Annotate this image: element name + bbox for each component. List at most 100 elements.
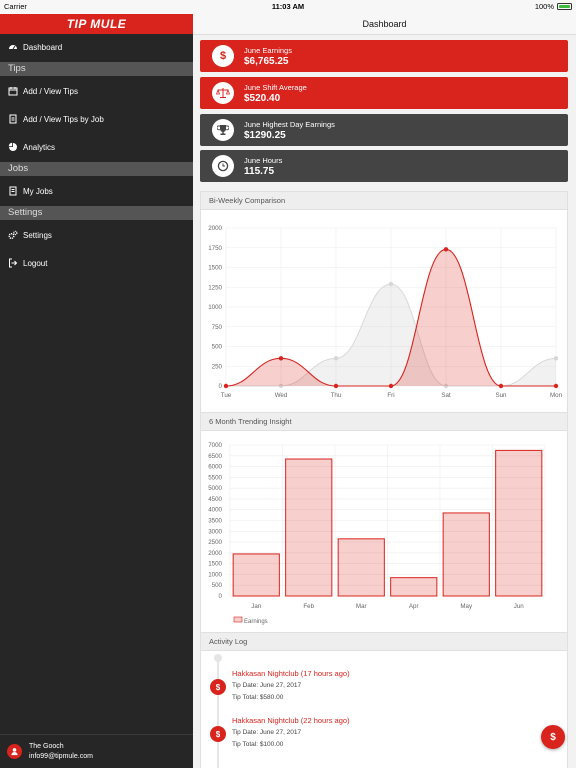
y-tick-label: 2000 — [208, 225, 222, 232]
data-point — [278, 356, 284, 361]
stat-value: 115.75 — [244, 165, 275, 177]
user-profile[interactable]: The Gooch info99@tipmule.com — [0, 734, 193, 768]
stat-label: June Hours — [244, 155, 283, 165]
sidebar-item-settings[interactable]: Settings — [0, 224, 193, 246]
activity-date: Tip Date: June 27, 2017 — [232, 682, 302, 689]
battery-icon — [557, 3, 572, 10]
x-tick-label: Jun — [514, 603, 525, 610]
sidebar-item-label: Logout — [23, 258, 48, 268]
activity-total: Tip Total: $580.00 — [232, 694, 284, 701]
sidebar-item-label: Dashboard — [23, 42, 63, 52]
activity-log-panel: Activity Log $ Hakkasan Nightclub (17 ho… — [200, 632, 568, 768]
data-point — [553, 356, 559, 361]
panel-title: 6 Month Trending Insight — [201, 413, 567, 431]
y-tick-label: 1250 — [208, 284, 222, 291]
avatar — [7, 744, 22, 759]
sidebar-item-label: Add / View Tips by Job — [23, 114, 104, 124]
y-tick-label: 750 — [212, 324, 223, 331]
stat-value: $6,765.25 — [244, 55, 289, 67]
stat-card-highest-day[interactable]: June Highest Day Earnings $1290.25 — [200, 114, 568, 146]
x-tick-label: Mon — [550, 392, 563, 399]
sidebar: TIP MULE Dashboard Tips Add / View Tips … — [0, 14, 193, 768]
bar — [232, 553, 280, 597]
y-tick-label: 4000 — [208, 507, 222, 514]
scale-icon — [212, 82, 234, 104]
dollar-icon: $ — [210, 679, 226, 695]
data-point — [278, 383, 284, 389]
data-point — [333, 383, 339, 389]
user-name: The Gooch — [29, 743, 64, 750]
data-point — [498, 383, 504, 389]
sidebar-item-dashboard[interactable]: Dashboard — [0, 36, 193, 58]
dashboard-icon — [8, 42, 18, 52]
user-icon — [11, 748, 18, 756]
bar — [442, 512, 490, 597]
dollar-icon: $ — [212, 45, 234, 67]
battery-percent: 100% — [534, 2, 554, 11]
carrier-label: Carrier — [4, 2, 27, 11]
activity-item[interactable]: $ Hakkasan Nightclub (17 hours ago) Tip … — [201, 669, 561, 714]
sidebar-item-my-jobs[interactable]: My Jobs — [0, 180, 193, 202]
status-bar: Carrier 11:03 AM 100% — [0, 0, 576, 14]
brand-logo: TIP MULE — [0, 14, 193, 34]
user-email: info99@tipmule.com — [29, 753, 93, 760]
logout-icon — [8, 258, 18, 268]
x-tick-label: Sat — [441, 392, 451, 399]
briefcase-icon — [8, 186, 18, 196]
sidebar-item-tips-by-job[interactable]: Add / View Tips by Job — [0, 108, 193, 130]
section-header-tips: Tips — [0, 62, 193, 76]
stat-value: $1290.25 — [244, 129, 286, 141]
sidebar-item-label: My Jobs — [23, 186, 53, 196]
x-tick-label: Feb — [303, 603, 314, 610]
trending-insight-panel: 6 Month Trending Insight 0 500 1000 1500 200… — [200, 412, 568, 640]
activity-total: Tip Total: $100.00 — [232, 741, 284, 748]
biweekly-comparison-panel: Bi-Weekly Comparison 0 250 500 750 1000 1250 1… — [200, 191, 568, 423]
x-tick-label: Sun — [495, 392, 507, 399]
y-tick-label: 2000 — [208, 550, 222, 557]
data-point — [443, 247, 449, 252]
x-tick-label: Apr — [409, 603, 419, 610]
pie-chart-icon — [8, 142, 18, 152]
y-tick-label: 1500 — [208, 561, 222, 568]
timeline-line — [217, 658, 219, 768]
sidebar-item-analytics[interactable]: Analytics — [0, 136, 193, 158]
y-tick-label: 1000 — [208, 304, 222, 311]
stat-label: June Highest Day Earnings — [244, 119, 335, 129]
sidebar-item-add-view-tips[interactable]: Add / View Tips — [0, 80, 193, 102]
y-tick-label: 6000 — [208, 464, 222, 471]
y-tick-label: 1750 — [208, 245, 222, 252]
stat-label: June Earnings — [244, 45, 292, 55]
series-line — [225, 248, 556, 387]
section-header-jobs: Jobs — [0, 162, 193, 176]
data-point — [388, 383, 394, 389]
add-tip-fab-button[interactable]: $ — [541, 725, 565, 749]
stat-card-shift-average[interactable]: June Shift Average $520.40 — [200, 77, 568, 109]
stat-value: $520.40 — [244, 92, 281, 104]
y-tick-label: 7000 — [208, 442, 222, 449]
y-tick-label: 0 — [219, 593, 223, 600]
y-tick-label: 1000 — [208, 571, 222, 578]
y-tick-label: 3000 — [208, 528, 222, 535]
y-tick-label: 2500 — [208, 539, 222, 546]
series-area — [226, 284, 556, 386]
activity-title[interactable]: Hakkasan Nightclub (17 hours ago) — [232, 669, 350, 678]
x-tick-label: Fri — [387, 392, 394, 399]
activity-item[interactable]: $ Hakkasan Nightclub (22 hours ago) Tip … — [201, 716, 561, 761]
legend-swatch — [233, 616, 243, 623]
dollar-icon: $ — [210, 726, 226, 742]
y-tick-label: 1500 — [208, 265, 222, 272]
activity-title[interactable]: Hakkasan Nightclub (22 hours ago) — [232, 716, 350, 725]
bar — [285, 458, 333, 597]
panel-title: Activity Log — [201, 633, 567, 651]
x-tick-label: Thu — [331, 392, 342, 399]
stat-card-june-earnings[interactable]: $ June Earnings $6,765.25 — [200, 40, 568, 72]
sidebar-item-label: Analytics — [23, 142, 56, 152]
sidebar-item-logout[interactable]: Logout — [0, 252, 193, 274]
x-tick-label: Tue — [221, 392, 232, 399]
data-point — [388, 281, 394, 287]
battery-indicator: 100% — [535, 2, 572, 11]
x-tick-label: Wed — [275, 392, 288, 399]
data-point — [443, 383, 449, 389]
bar — [495, 449, 543, 597]
stat-card-june-hours[interactable]: June Hours 115.75 — [200, 150, 568, 182]
